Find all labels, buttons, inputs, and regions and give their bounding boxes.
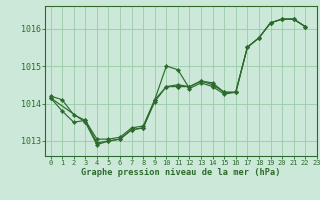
- X-axis label: Graphe pression niveau de la mer (hPa): Graphe pression niveau de la mer (hPa): [81, 168, 281, 177]
